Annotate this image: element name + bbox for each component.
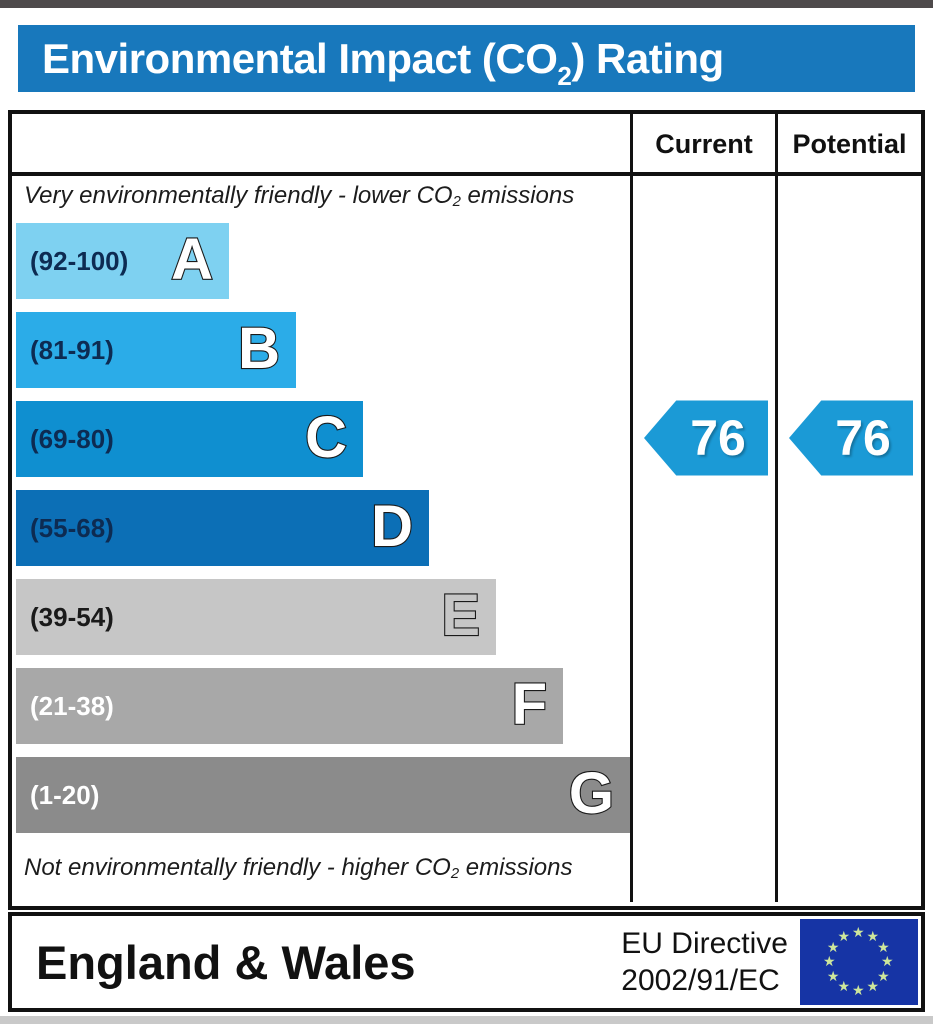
eu-flag-star: ★ bbox=[877, 938, 890, 955]
band-letter: E bbox=[440, 582, 481, 649]
eu-flag: ★ ★ ★ ★ ★ ★ ★ ★ ★ ★ ★ ★ bbox=[800, 919, 918, 1005]
potential-column-header: Potential bbox=[775, 114, 921, 172]
band-letter: D bbox=[370, 493, 414, 560]
page-top-edge bbox=[0, 0, 933, 8]
top-note: Very environmentally friendly - lower CO… bbox=[24, 182, 575, 210]
band-e: (39-54) E bbox=[16, 579, 496, 655]
eu-directive-line1: EU Directive bbox=[621, 927, 788, 960]
footer-bar: England & Wales EU Directive 2002/91/EC … bbox=[8, 912, 925, 1012]
header-spacer-cell bbox=[12, 114, 630, 172]
band-range-label: (39-54) bbox=[30, 601, 114, 632]
eu-flag-star: ★ bbox=[823, 953, 836, 969]
band-letter: G bbox=[568, 760, 615, 827]
eu-flag-star: ★ bbox=[826, 967, 840, 984]
band-range-label: (21-38) bbox=[30, 690, 114, 721]
band-range-label: (92-100) bbox=[30, 245, 129, 276]
band-g: (1-20) G bbox=[16, 757, 630, 833]
band-a: (92-100) A bbox=[16, 223, 229, 299]
band-range-label: (81-91) bbox=[30, 334, 114, 365]
current-column-header: Current bbox=[630, 114, 775, 172]
band-c: (69-80) C bbox=[16, 401, 363, 477]
band-range-label: (1-20) bbox=[30, 779, 100, 810]
band-range-label: (55-68) bbox=[30, 512, 114, 543]
current-column: 76 bbox=[630, 176, 775, 902]
eu-flag-star: ★ bbox=[866, 978, 880, 995]
potential-rating-arrow: 76 bbox=[789, 400, 913, 476]
eu-flag-star: ★ bbox=[826, 938, 840, 955]
band-letter: C bbox=[304, 404, 348, 471]
potential-rating-value: 76 bbox=[835, 410, 891, 466]
chart-title-bar: Environmental Impact (CO2) Rating bbox=[18, 25, 915, 92]
eu-flag-star: ★ bbox=[877, 967, 890, 984]
table-body: Very environmentally friendly - lower CO… bbox=[12, 176, 921, 902]
band-letter: B bbox=[237, 315, 281, 382]
band-range-label: (69-80) bbox=[30, 423, 114, 454]
table-header-row: Current Potential bbox=[12, 114, 921, 176]
band-f: (21-38) F bbox=[16, 668, 563, 744]
eu-flag-star: ★ bbox=[837, 978, 851, 995]
eu-directive-label: EU Directive 2002/91/EC bbox=[621, 925, 788, 999]
eu-flag-star: ★ bbox=[852, 924, 865, 940]
chart-title: Environmental Impact (CO2) Rating bbox=[42, 35, 724, 92]
band-d: (55-68) D bbox=[16, 490, 429, 566]
band-b: (81-91) B bbox=[16, 312, 296, 388]
eu-flag-star: ★ bbox=[866, 927, 880, 944]
eu-flag-star: ★ bbox=[881, 953, 894, 969]
region-label: England & Wales bbox=[36, 935, 416, 989]
potential-column: 76 bbox=[775, 176, 921, 902]
eu-flag-star: ★ bbox=[852, 982, 865, 998]
bottom-note: Not environmentally friendly - higher CO… bbox=[24, 854, 573, 882]
current-rating-value: 76 bbox=[690, 410, 746, 466]
current-rating-arrow: 76 bbox=[644, 400, 768, 476]
rating-scale: Very environmentally friendly - lower CO… bbox=[12, 176, 630, 902]
band-letter: F bbox=[510, 671, 548, 738]
band-letter: A bbox=[170, 226, 214, 293]
page-bottom-edge bbox=[0, 1016, 933, 1024]
eu-flag-star: ★ bbox=[837, 927, 851, 944]
eu-directive-line2: 2002/91/EC bbox=[621, 964, 780, 997]
rating-table: Current Potential Very environmentally f… bbox=[8, 110, 925, 910]
